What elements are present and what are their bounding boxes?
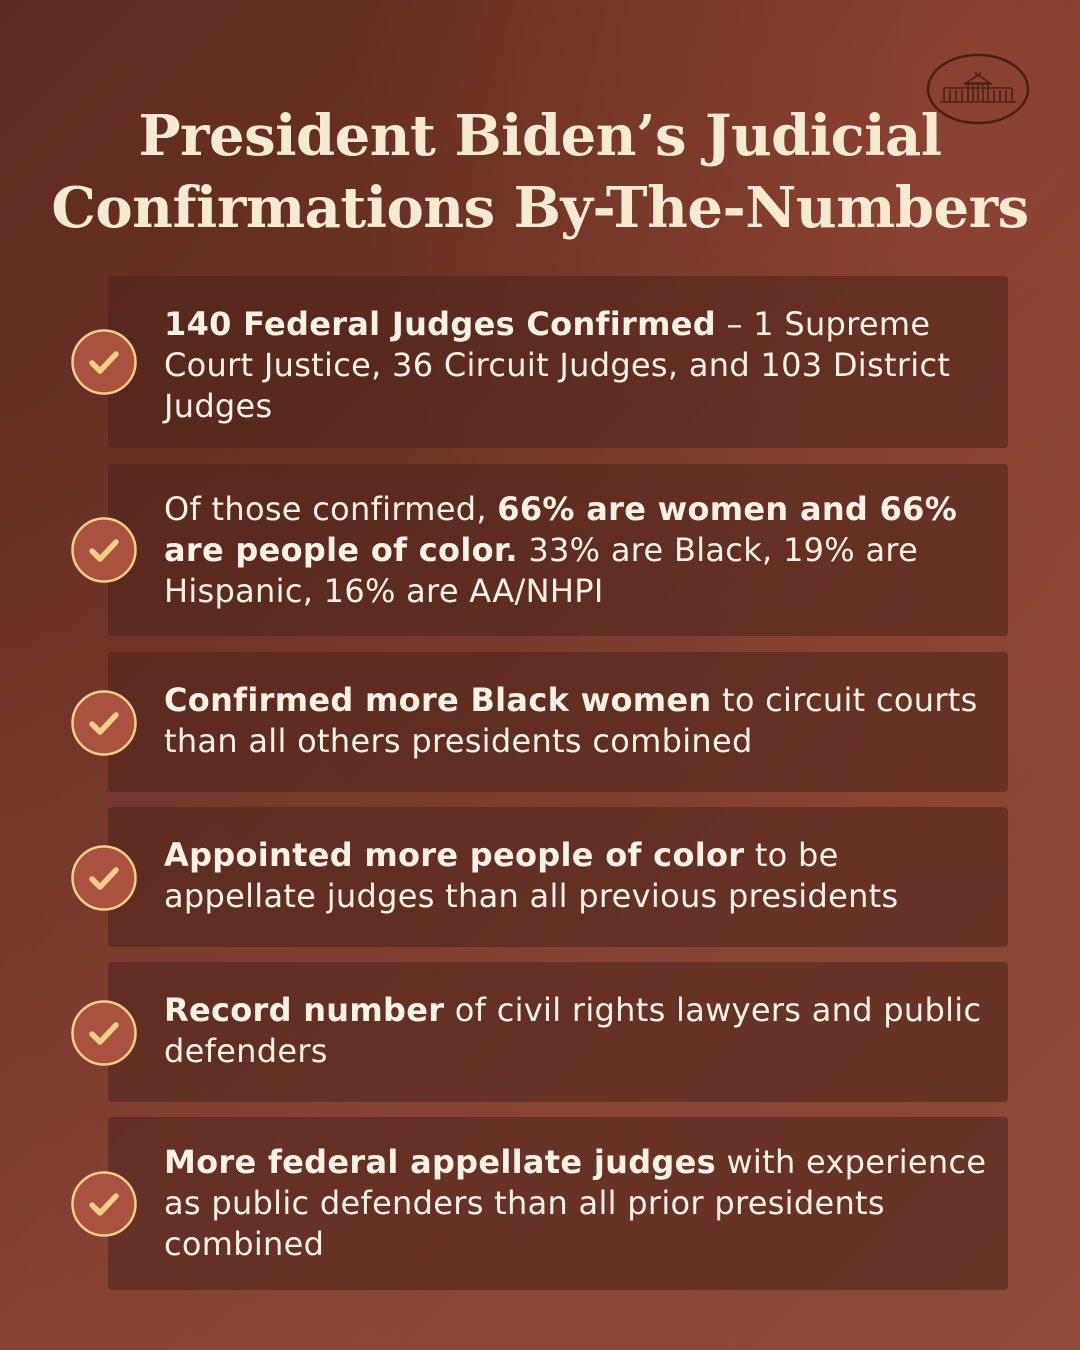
item-text: – 1 Supreme Court Justice, 36 Circuit Ju… [164, 305, 951, 425]
item-bold-text: Confirmed more Black women [164, 681, 712, 719]
title-line-2: Confirmations By-The-Numbers [51, 175, 1029, 241]
list-item-text: 140 Federal Judges Confirmed – 1 Supreme… [164, 304, 994, 427]
item-bold-text: Appointed more people of color [164, 836, 745, 874]
checkmark-icon [71, 845, 137, 911]
item-text: to circuit courts than all others presid… [164, 681, 978, 760]
item-text: 33% are Black, 19% are Hispanic, 16% are… [164, 531, 919, 610]
list-item-card [108, 652, 1008, 792]
checkmark-icon [71, 1000, 137, 1066]
item-bold-text: 140 Federal Judges Confirmed [164, 305, 716, 343]
list-item: Appointed more people of color to be app… [0, 807, 1080, 947]
list-item: More federal appellate judges with exper… [0, 1117, 1080, 1290]
list-item-text: Confirmed more Black women to circuit co… [164, 680, 994, 762]
checkmark-icon [71, 329, 137, 395]
page-title: President Biden’s Judicial Confirmations… [0, 100, 1080, 244]
title-line-1: President Biden’s Judicial [138, 103, 942, 169]
list-item: Record number of civil rights lawyers an… [0, 962, 1080, 1102]
list-item-card [108, 464, 1008, 636]
list-item: Confirmed more Black women to circuit co… [0, 652, 1080, 792]
list-item-card [108, 1117, 1008, 1290]
list-item: 140 Federal Judges Confirmed – 1 Supreme… [0, 276, 1080, 448]
list-item-card [108, 807, 1008, 947]
white-house-icon [926, 53, 1030, 125]
item-bold-text: More federal appellate judges [164, 1143, 716, 1181]
checkmark-icon [71, 517, 137, 583]
list-item-card [108, 276, 1008, 448]
checkmark-icon [71, 1171, 137, 1237]
list-item: Of those confirmed, 66% are women and 66… [0, 464, 1080, 636]
item-text: of civil rights lawyers and public defen… [164, 991, 982, 1070]
item-bold-text: Record number [164, 991, 445, 1029]
item-text: with experience as public defenders than… [164, 1143, 987, 1263]
list-item-text: Appointed more people of color to be app… [164, 835, 994, 917]
checkmark-icon [71, 690, 137, 756]
list-item-text: Of those confirmed, 66% are women and 66… [164, 489, 994, 612]
item-bold-text: 66% are women and 66% are people of colo… [164, 490, 958, 569]
item-lead-text: Of those confirmed, [164, 490, 498, 528]
item-text: to be appellate judges than all previous… [164, 836, 899, 915]
list-item-text: More federal appellate judges with exper… [164, 1142, 994, 1265]
list-item-card [108, 962, 1008, 1102]
list-item-text: Record number of civil rights lawyers an… [164, 990, 994, 1072]
